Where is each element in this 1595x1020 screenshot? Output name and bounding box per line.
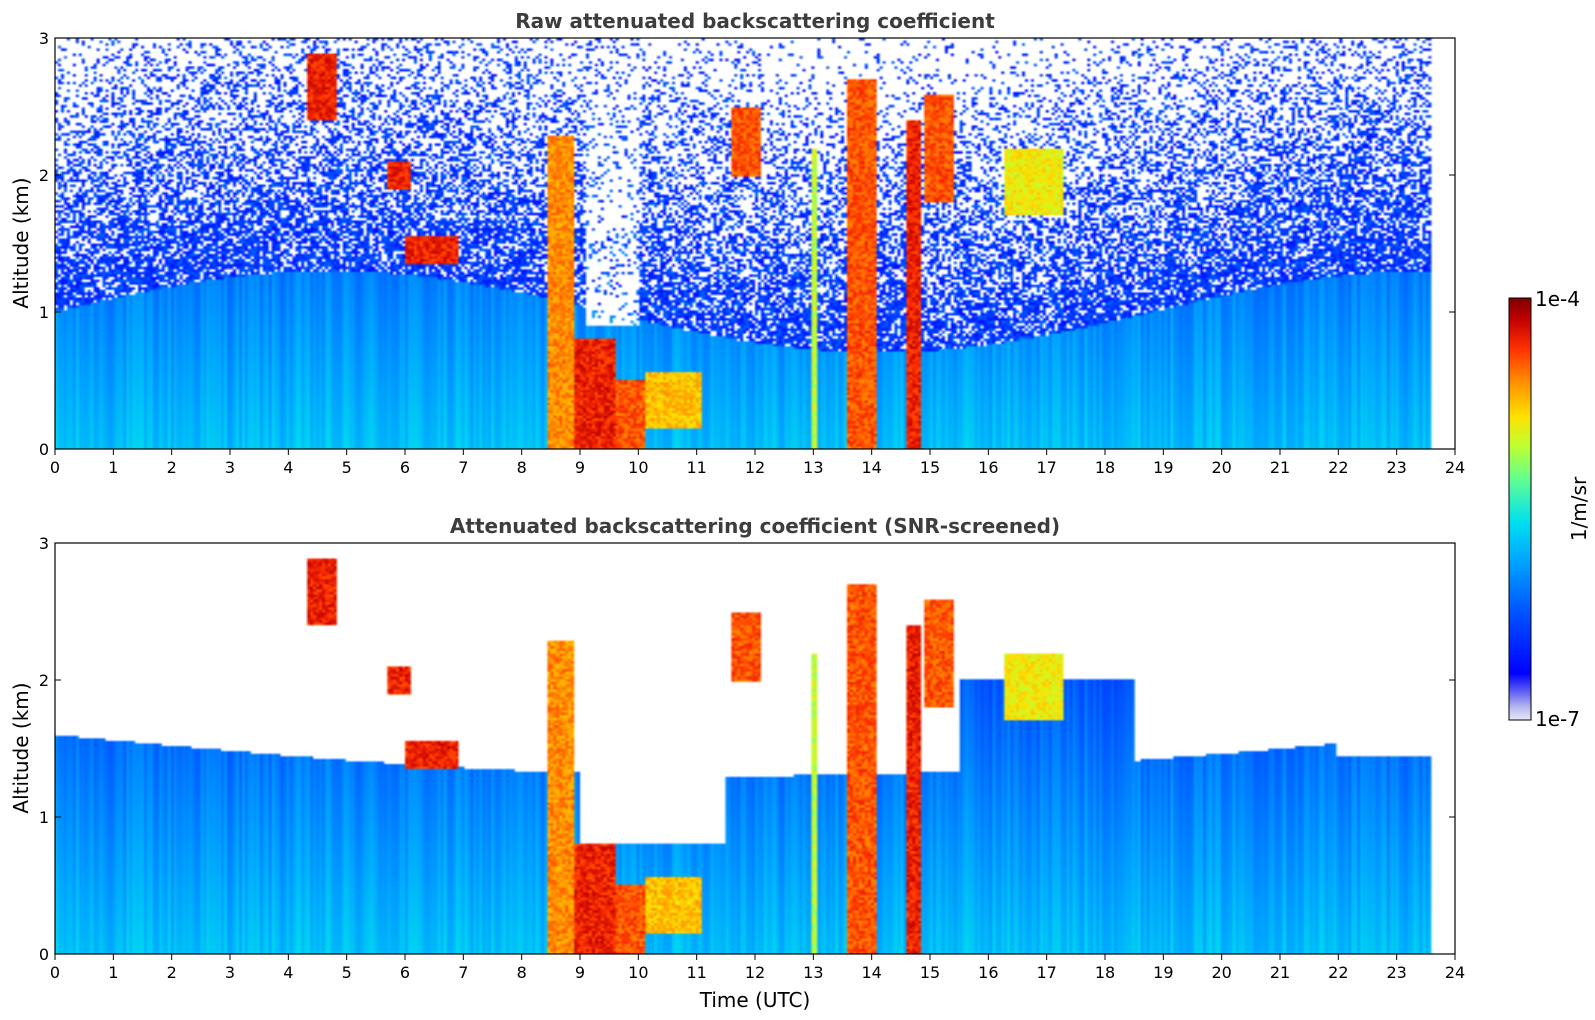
y-axis-label: Altitude (km) (9, 682, 33, 813)
x-tick-label: 2 (167, 963, 177, 982)
y-tick-label: 2 (39, 166, 49, 185)
x-tick-label: 23 (1386, 458, 1406, 477)
x-tick-label: 5 (342, 963, 352, 982)
colorbar-unit-label: 1/m/sr (1567, 476, 1591, 541)
x-tick-label: 7 (458, 458, 468, 477)
x-tick-label: 16 (978, 963, 998, 982)
x-tick-label: 5 (342, 458, 352, 477)
colorbar-min-label: 1e-7 (1535, 707, 1580, 731)
heatmap-image (55, 543, 1455, 954)
x-tick-label: 10 (628, 458, 648, 477)
x-tick-label: 21 (1270, 963, 1290, 982)
y-tick-label: 1 (39, 808, 49, 827)
x-tick-label: 13 (803, 963, 823, 982)
x-tick-label: 1 (108, 963, 118, 982)
x-tick-label: 10 (628, 963, 648, 982)
y-tick-label: 0 (39, 945, 49, 964)
y-ticks: 0 1 2 3 (39, 534, 1455, 964)
x-tick-label: 24 (1445, 458, 1465, 477)
x-tick-label: 15 (920, 963, 940, 982)
x-tick-label: 8 (517, 963, 527, 982)
x-tick-label: 9 (575, 458, 585, 477)
x-tick-label: 3 (225, 458, 235, 477)
y-ticks: 0 1 2 3 (39, 29, 1455, 459)
x-tick-label: 19 (1153, 963, 1173, 982)
x-tick-label: 16 (978, 458, 998, 477)
x-tick-label: 14 (861, 963, 881, 982)
x-tick-label: 17 (1036, 963, 1056, 982)
x-tick-label: 12 (745, 458, 765, 477)
y-tick-label: 1 (39, 303, 49, 322)
x-tick-label: 23 (1386, 963, 1406, 982)
y-tick-label: 2 (39, 671, 49, 690)
x-tick-label: 14 (861, 458, 881, 477)
heatmap-image (55, 38, 1455, 449)
x-tick-label: 6 (400, 963, 410, 982)
x-tick-label: 20 (1211, 458, 1231, 477)
y-axis-label: Altitude (km) (9, 177, 33, 308)
x-tick-label: 18 (1095, 963, 1115, 982)
x-tick-label: 21 (1270, 458, 1290, 477)
y-tick-label: 3 (39, 29, 49, 48)
heatmap-area (55, 543, 1455, 954)
x-ticks: 0 1 2 3 4 5 6 7 8 9 10 11 12 13 14 15 16 17 18 19 20 21 22 23 24 (50, 954, 1465, 982)
x-tick-label: 12 (745, 963, 765, 982)
x-tick-label: 7 (458, 963, 468, 982)
x-tick-label: 17 (1036, 458, 1056, 477)
x-tick-label: 11 (686, 963, 706, 982)
x-tick-label: 22 (1328, 458, 1348, 477)
x-tick-label: 3 (225, 963, 235, 982)
x-tick-label: 15 (920, 458, 940, 477)
x-tick-label: 0 (50, 458, 60, 477)
x-tick-label: 13 (803, 458, 823, 477)
heatmap-area (55, 38, 1455, 449)
raw-backscatter-panel: Raw attenuated backscattering coefficien… (9, 9, 1465, 477)
colorbar: 1e-4 1e-7 1/m/sr (1508, 287, 1591, 731)
x-tick-label: 8 (517, 458, 527, 477)
x-tick-label: 6 (400, 458, 410, 477)
x-tick-label: 9 (575, 963, 585, 982)
screened-backscatter-panel: Attenuated backscattering coefficient (S… (9, 514, 1465, 1012)
x-tick-label: 19 (1153, 458, 1173, 477)
x-tick-label: 24 (1445, 963, 1465, 982)
x-tick-label: 2 (167, 458, 177, 477)
x-ticks: 0 1 2 3 4 5 6 7 8 9 10 11 12 13 14 15 16 17 18 19 20 21 22 23 24 (50, 449, 1465, 477)
panel-title: Attenuated backscattering coefficient (S… (450, 514, 1060, 538)
colorbar-gradient (1508, 297, 1532, 721)
y-tick-label: 3 (39, 534, 49, 553)
x-axis-label: Time (UTC) (699, 988, 811, 1012)
x-tick-label: 11 (686, 458, 706, 477)
colorbar-max-label: 1e-4 (1535, 287, 1580, 311)
x-tick-label: 4 (283, 458, 293, 477)
x-tick-label: 1 (108, 458, 118, 477)
x-tick-label: 20 (1211, 963, 1231, 982)
panel-title: Raw attenuated backscattering coefficien… (515, 9, 995, 33)
x-tick-label: 4 (283, 963, 293, 982)
x-tick-label: 18 (1095, 458, 1115, 477)
y-tick-label: 0 (39, 440, 49, 459)
x-tick-label: 22 (1328, 963, 1348, 982)
x-tick-label: 0 (50, 963, 60, 982)
